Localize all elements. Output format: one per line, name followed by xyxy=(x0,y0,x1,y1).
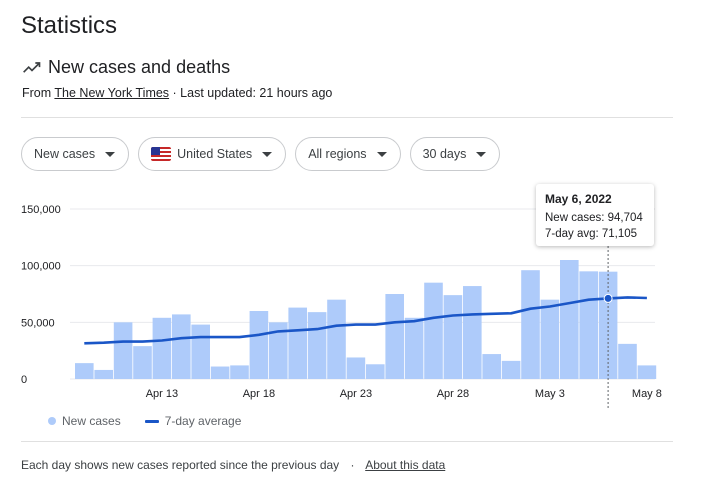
bar xyxy=(521,270,540,379)
bar xyxy=(94,369,113,379)
footer-separator: · xyxy=(350,458,355,472)
bar xyxy=(366,364,385,379)
last-updated: · Last updated: 21 hours ago xyxy=(172,86,333,100)
y-tick-label: 0 xyxy=(21,374,27,386)
y-tick-label: 100,000 xyxy=(21,261,61,273)
bar xyxy=(269,322,288,379)
trending-up-icon xyxy=(23,61,41,73)
x-tick-label: May 3 xyxy=(535,388,565,400)
bar xyxy=(482,354,501,379)
legend-bar-swatch xyxy=(48,417,56,425)
dropdown-arrow-icon xyxy=(376,151,387,157)
section-title: New cases and deaths xyxy=(48,57,231,77)
tooltip-7day-avg: 7-day avg: 71,105 xyxy=(545,228,638,240)
period-dropdown-label: 30 days xyxy=(422,147,467,161)
bar xyxy=(346,357,366,379)
country-dropdown-label: United States xyxy=(177,147,253,161)
avg-line xyxy=(84,296,647,345)
legend-new-cases: New cases xyxy=(62,414,121,428)
bar xyxy=(230,365,249,379)
x-tick-label: Apr 28 xyxy=(437,388,469,400)
bar xyxy=(463,286,482,379)
footer-note: Each day shows new cases reported since … xyxy=(21,458,340,472)
source-prefix: From xyxy=(22,86,52,100)
bar xyxy=(152,317,172,379)
divider xyxy=(21,441,673,442)
bar xyxy=(288,307,307,379)
source-line: From The New York Times · Last updated: … xyxy=(22,86,332,100)
bar xyxy=(618,343,637,379)
us-flag-icon xyxy=(151,147,172,161)
bar xyxy=(327,299,346,379)
metric-dropdown[interactable]: New cases xyxy=(21,137,130,171)
y-tick-label: 50,000 xyxy=(21,317,55,329)
tooltip-date: May 6, 2022 xyxy=(545,192,612,206)
region-dropdown[interactable]: All regions xyxy=(295,137,401,171)
bar xyxy=(307,312,327,379)
about-data-link[interactable]: About this data xyxy=(365,458,446,472)
dropdown-arrow-icon xyxy=(105,151,116,157)
x-tick-label: Apr 18 xyxy=(243,388,275,400)
dropdown-arrow-icon xyxy=(476,151,487,157)
chart-tooltip: May 6, 2022 New cases: 94,704 7-day avg:… xyxy=(536,184,654,246)
y-tick-label: 150,000 xyxy=(21,204,61,216)
bar xyxy=(249,311,269,379)
dropdown-arrow-icon xyxy=(262,151,273,157)
bar xyxy=(172,314,191,379)
bar xyxy=(424,282,443,379)
x-tick-label: Apr 23 xyxy=(340,388,372,400)
bar xyxy=(540,299,560,379)
bar xyxy=(113,322,133,379)
bar xyxy=(637,365,657,379)
legend-7day-average: 7-day average xyxy=(164,414,242,428)
x-tick-label: May 8 xyxy=(632,388,662,400)
cases-chart[interactable]: 0 50,000 100,000 150,000 Apr 13 Apr 18 Apr 23 A… xyxy=(0,180,713,410)
footer: Each day shows new cases reported since … xyxy=(21,458,445,472)
legend-line-swatch xyxy=(144,419,159,423)
region-dropdown-label: All regions xyxy=(308,147,367,161)
tooltip-new-cases: New cases: 94,704 xyxy=(545,212,643,224)
bar xyxy=(385,294,404,379)
x-tick-label: Apr 13 xyxy=(146,388,178,400)
hover-point xyxy=(603,293,613,303)
bar xyxy=(133,346,152,379)
period-dropdown[interactable]: 30 days xyxy=(409,137,501,171)
bar xyxy=(501,360,521,379)
bar xyxy=(191,324,210,379)
divider xyxy=(21,117,673,118)
bar xyxy=(404,317,424,379)
bar xyxy=(75,363,94,379)
section-header: New cases and deaths xyxy=(22,57,230,78)
page-title: Statistics xyxy=(21,12,118,39)
metric-dropdown-label: New cases xyxy=(34,147,96,161)
bar xyxy=(579,271,598,379)
filter-bar: New cases United States All regions 30 d… xyxy=(21,137,501,171)
bar xyxy=(560,260,579,379)
bar xyxy=(443,295,463,379)
source-link[interactable]: The New York Times xyxy=(54,86,170,100)
bar xyxy=(210,366,230,379)
country-dropdown[interactable]: United States xyxy=(138,137,287,171)
chart-legend: New cases 7-day average xyxy=(48,414,241,428)
